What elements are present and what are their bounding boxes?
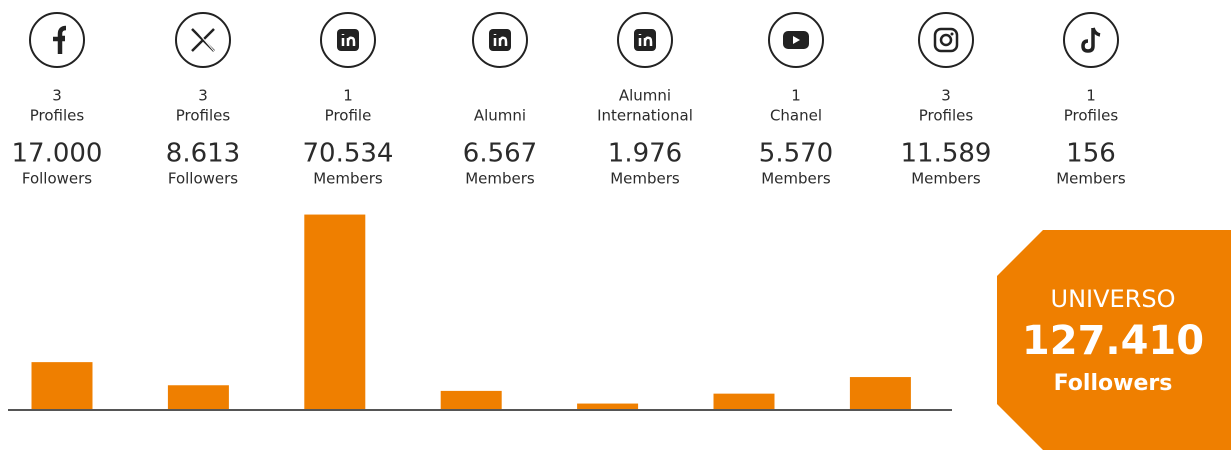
unit: Members xyxy=(465,170,535,188)
amount: 70.534 xyxy=(303,139,394,169)
total-unit: Followers xyxy=(1054,371,1173,396)
linkedin-icon xyxy=(320,12,376,68)
label: Profile xyxy=(325,107,372,125)
amount: 6.567 xyxy=(463,139,537,169)
unit: Members xyxy=(610,170,680,188)
unit: Members xyxy=(313,170,383,188)
total-box xyxy=(997,230,1231,450)
amount: 17.000 xyxy=(12,139,103,169)
label: Chanel xyxy=(770,107,822,125)
count: 1 xyxy=(791,87,801,105)
linkedin-alumni-icon xyxy=(472,12,528,68)
youtube-icon xyxy=(768,12,824,68)
total-title: UNIVERSO xyxy=(1051,285,1176,313)
unit: Members xyxy=(761,170,831,188)
bar xyxy=(31,362,93,409)
instagram-icon xyxy=(918,12,974,68)
count: 3 xyxy=(52,87,62,105)
bar xyxy=(440,390,502,409)
unit: Members xyxy=(1056,170,1126,188)
unit: Followers xyxy=(168,170,238,188)
amount: 156 xyxy=(1066,139,1116,169)
linkedin-international-icon xyxy=(617,12,673,68)
label: Profiles xyxy=(1064,107,1119,125)
unit: Followers xyxy=(22,170,92,188)
tiktok-icon xyxy=(1063,12,1119,68)
unit: Members xyxy=(911,170,981,188)
bar xyxy=(849,377,911,409)
count: 1 xyxy=(343,87,353,105)
amount: 8.613 xyxy=(166,139,240,169)
amount: 11.589 xyxy=(901,139,992,169)
bar xyxy=(713,393,775,409)
label: International xyxy=(597,107,693,125)
amount: 5.570 xyxy=(759,139,833,169)
label: Alumni xyxy=(474,107,526,125)
count: 1 xyxy=(1086,87,1096,105)
x-icon xyxy=(175,12,231,68)
count: 3 xyxy=(941,87,951,105)
amount: 1.976 xyxy=(608,139,682,169)
count: 3 xyxy=(198,87,208,105)
bar xyxy=(304,214,366,409)
label-top: Alumni xyxy=(619,87,671,105)
bar xyxy=(577,403,639,409)
total-amount: 127.410 xyxy=(1022,318,1204,364)
label: Profiles xyxy=(176,107,231,125)
label: Profiles xyxy=(30,107,85,125)
social-icons xyxy=(29,12,1119,68)
label: Profiles xyxy=(919,107,974,125)
bar xyxy=(167,385,229,409)
facebook-icon xyxy=(29,12,85,68)
